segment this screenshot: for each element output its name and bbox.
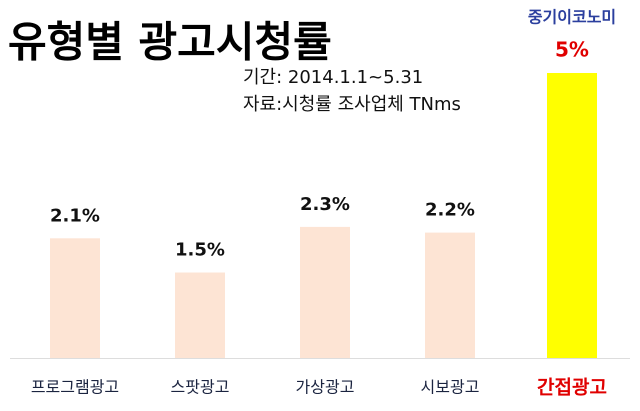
x-tick-label: 간접광고: [537, 377, 607, 399]
bar: [425, 232, 475, 358]
value-label: 2.3%: [300, 194, 350, 215]
value-label: 2.1%: [50, 205, 100, 226]
bar: [175, 272, 225, 358]
subtitle: 기간: 2014.1.1~5.31: [243, 67, 423, 88]
bar: [300, 226, 350, 358]
subtitle: 자료:시청률 조사업체 TNms: [243, 94, 461, 115]
x-tick-label: 프로그램광고: [31, 378, 119, 397]
x-tick-label: 시보광고: [421, 378, 480, 397]
bar: [547, 73, 597, 358]
value-label: 1.5%: [175, 240, 225, 261]
x-tick-label: 스팟광고: [171, 378, 230, 397]
value-label: 5%: [555, 38, 589, 62]
source: 중기이코노미: [528, 8, 616, 27]
bar: [50, 238, 100, 358]
x-tick-label: 가상광고: [296, 378, 355, 397]
value-label: 2.2%: [425, 200, 475, 221]
chart-title: 유형별 광고시청률: [8, 18, 332, 67]
